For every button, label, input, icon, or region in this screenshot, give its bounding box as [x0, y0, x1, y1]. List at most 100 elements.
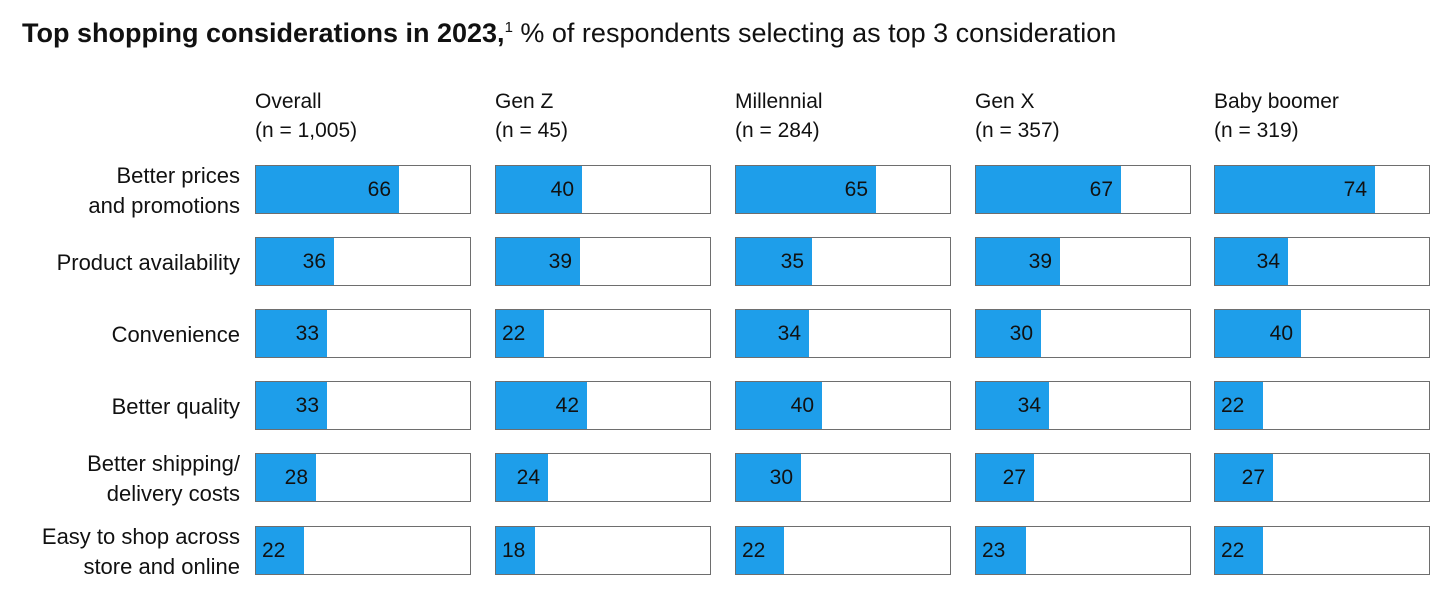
category-label: Better shipping/delivery costs [0, 449, 240, 509]
group-name: Overall [255, 90, 322, 113]
bar [736, 454, 801, 501]
bar [256, 238, 334, 285]
bar-track: 24 [495, 453, 711, 502]
bar-track: 22 [495, 309, 711, 358]
group-header: Gen X (n = 357) [975, 87, 1060, 145]
data-label: 30 [1009, 321, 1033, 345]
chart-title: Top shopping considerations in 2023,1 % … [22, 18, 1116, 49]
category-label-line: store and online [83, 553, 240, 579]
bar [1215, 527, 1263, 574]
bar-track: 35 [735, 237, 951, 286]
category-label-line: Better prices [116, 162, 241, 188]
data-label: 22 [262, 538, 286, 562]
bar [976, 310, 1041, 357]
bar [1215, 310, 1301, 357]
data-label: 22 [1221, 538, 1245, 562]
category-label: Easy to shop across store and online [0, 522, 240, 582]
bar-track: 40 [495, 165, 711, 214]
group-name: Millennial [735, 90, 823, 113]
data-label: 40 [1269, 321, 1293, 345]
group-header: Gen Z (n = 45) [495, 87, 568, 145]
category-label: Product availability [0, 248, 240, 278]
bar [256, 166, 399, 213]
bar [976, 527, 1026, 574]
data-label: 67 [1089, 177, 1113, 201]
bar [496, 310, 544, 357]
title-bold: Top shopping considerations in 2023, [22, 18, 505, 48]
category-label-line: Easy to shop across [41, 523, 240, 549]
data-label: 30 [769, 465, 793, 489]
group-header: Overall (n = 1,005) [255, 87, 357, 145]
category-label-line: Better quality [111, 393, 240, 419]
data-label: 40 [790, 393, 814, 417]
bar [496, 527, 535, 574]
bar [736, 310, 809, 357]
bar [256, 527, 304, 574]
bar-track: 40 [1214, 309, 1430, 358]
bar-track: 27 [1214, 453, 1430, 502]
bar-track: 42 [495, 381, 711, 430]
bar [736, 527, 784, 574]
data-label: 28 [284, 465, 308, 489]
bar-track: 39 [495, 237, 711, 286]
bar-track: 27 [975, 453, 1191, 502]
bar [256, 310, 327, 357]
data-label: 18 [502, 538, 526, 562]
data-label: 40 [550, 177, 574, 201]
data-label: 33 [295, 321, 319, 345]
bar-track: 30 [735, 453, 951, 502]
category-label: Convenience [0, 320, 240, 350]
bar-track: 18 [495, 526, 711, 575]
data-label: 34 [1256, 249, 1280, 273]
data-label: 74 [1343, 177, 1367, 201]
bar-track: 36 [255, 237, 471, 286]
bar [736, 166, 876, 213]
category-label: Better prices and promotions [0, 161, 240, 221]
data-label: 22 [1221, 393, 1245, 417]
group-sample-size: (n = 1,005) [255, 119, 358, 142]
bar [976, 454, 1034, 501]
bar-track: 34 [1214, 237, 1430, 286]
data-label: 35 [780, 249, 804, 273]
bar-track: 23 [975, 526, 1191, 575]
bar-track: 40 [735, 381, 951, 430]
group-sample-size: (n = 357) [975, 119, 1060, 142]
category-label-line: Better shipping/ [87, 450, 240, 476]
group-sample-size: (n = 284) [735, 119, 820, 142]
title-footnote: 1 [504, 19, 513, 36]
bar [1215, 382, 1263, 429]
data-label: 34 [777, 321, 801, 345]
data-label: 23 [982, 538, 1006, 562]
bar-track: 66 [255, 165, 471, 214]
bar [496, 454, 548, 501]
bar [976, 382, 1049, 429]
data-label: 39 [1028, 249, 1052, 273]
bar [496, 382, 587, 429]
bar [256, 382, 327, 429]
group-name: Gen X [975, 90, 1035, 113]
group-header: Baby boomer (n = 319) [1214, 87, 1339, 145]
bar [976, 238, 1060, 285]
bar-track: 65 [735, 165, 951, 214]
data-label: 39 [548, 249, 572, 273]
bar-track: 33 [255, 381, 471, 430]
bar [496, 166, 582, 213]
data-label: 36 [302, 249, 326, 273]
data-label: 27 [1002, 465, 1026, 489]
bar-track: 39 [975, 237, 1191, 286]
category-label-line: delivery costs [106, 480, 240, 506]
bar-track: 22 [1214, 381, 1430, 430]
bar-track: 74 [1214, 165, 1430, 214]
bar [1215, 166, 1375, 213]
category-label: Better quality [0, 392, 240, 422]
group-sample-size: (n = 319) [1214, 119, 1299, 142]
bar-track: 34 [735, 309, 951, 358]
bar [256, 454, 316, 501]
bar-track: 30 [975, 309, 1191, 358]
data-label: 22 [502, 321, 526, 345]
bar [976, 166, 1121, 213]
category-label-line: Convenience [111, 321, 240, 347]
data-label: 22 [742, 538, 766, 562]
data-label: 42 [555, 393, 579, 417]
data-label: 27 [1241, 465, 1265, 489]
